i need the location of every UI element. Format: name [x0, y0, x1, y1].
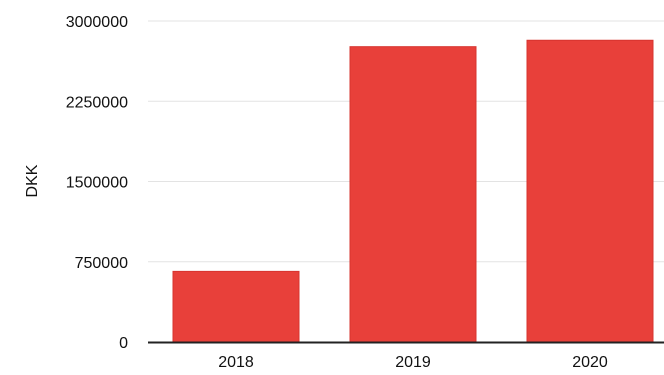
y-axis-title: DKK — [24, 164, 41, 197]
x-tick-label: 2018 — [218, 354, 254, 370]
x-tick-label: 2020 — [572, 354, 608, 370]
y-tick-label: 2250000 — [66, 94, 128, 111]
bars — [172, 39, 654, 343]
y-tick-label: 750000 — [75, 255, 128, 272]
y-tick-label: 1500000 — [66, 175, 128, 192]
y-tick-label: 0 — [119, 335, 128, 352]
x-axis-ticks: 2018 2019 2020 — [218, 354, 608, 371]
y-axis-ticks: 0 750000 1500000 2250000 3000000 — [66, 14, 128, 352]
bar-2018 — [172, 270, 300, 343]
bar-2019 — [349, 46, 477, 343]
y-tick-label: 3000000 — [66, 14, 128, 31]
bar-2020 — [526, 39, 654, 343]
x-tick-label: 2019 — [395, 354, 431, 370]
